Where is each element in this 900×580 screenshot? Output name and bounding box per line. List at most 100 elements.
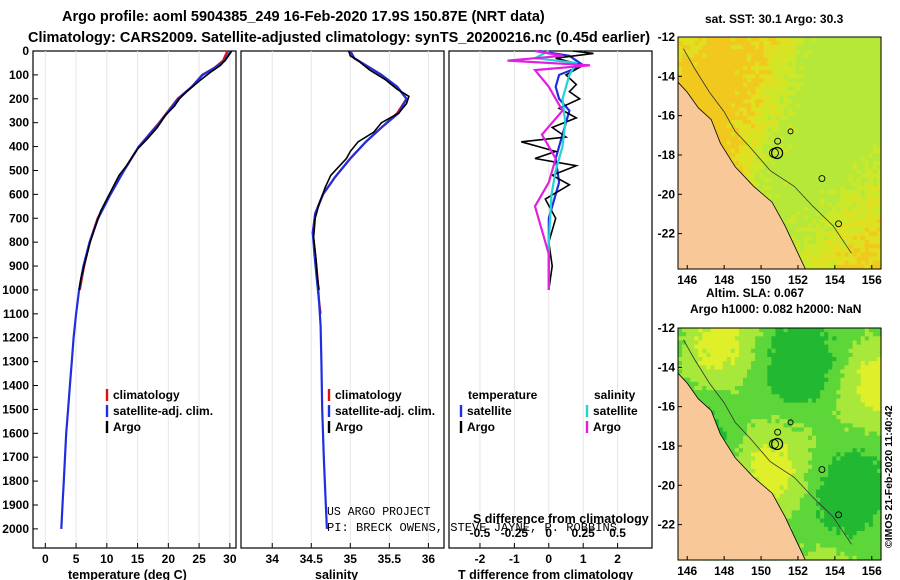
sst-map-cell	[795, 45, 801, 51]
sla-map-cell	[726, 373, 732, 379]
sla-map-cell	[876, 439, 882, 445]
sla-map-cell	[678, 357, 683, 362]
sst-map-cell	[730, 78, 736, 84]
sst-map-cell	[860, 252, 866, 258]
sst-map-cell	[824, 82, 829, 88]
sla-map-cell	[751, 381, 756, 387]
sst-map-cell	[791, 103, 797, 109]
sst-map-cell	[771, 82, 777, 88]
sst-map-cell	[816, 202, 821, 208]
sst-map-cell	[738, 78, 744, 84]
sst-map-cell	[698, 66, 703, 71]
sst-map-cell	[840, 215, 846, 220]
sla-map-cell	[783, 456, 789, 462]
sla-map-cell	[868, 365, 874, 371]
sst-map-cell	[832, 157, 837, 162]
sst-map-cell	[832, 177, 837, 183]
sst-map-cell	[856, 111, 862, 117]
sla-map-cell	[848, 402, 854, 408]
sst-map-cell	[852, 260, 858, 266]
sla-map-cell	[767, 357, 772, 362]
sla-map-cell	[763, 435, 768, 441]
sst-map-cell	[836, 45, 841, 51]
sst-map-cell	[807, 211, 813, 216]
sst-map-cell	[856, 78, 862, 84]
sst-map-cell	[759, 107, 764, 113]
sla-map-cell	[852, 332, 858, 337]
sst-map-cell	[811, 202, 817, 208]
sst-map-cell	[820, 41, 825, 46]
sla-map-cell	[807, 365, 813, 371]
sla-map-cell	[795, 340, 801, 346]
sst-map-cell	[799, 128, 805, 133]
sla-map-cell	[828, 348, 833, 354]
sla-map-cell	[783, 406, 789, 412]
sla-map-cell	[807, 452, 813, 458]
sla-map-cell	[747, 344, 752, 350]
sst-map-cell	[783, 132, 789, 138]
sla-map-cell	[852, 481, 858, 487]
sst-map-cell	[848, 99, 854, 104]
sst-map-cell	[767, 173, 772, 179]
sst-map-cell	[803, 61, 809, 67]
sst-map-cell	[860, 264, 866, 270]
sla-map-cell	[820, 402, 825, 408]
sla-map-cell	[759, 340, 764, 346]
sla-map-cell	[856, 477, 862, 482]
sla-map-cell	[852, 489, 858, 495]
sla-map-cell	[864, 344, 870, 350]
sla-map-cell	[722, 348, 728, 354]
sla-map-cell	[828, 415, 833, 420]
sst-map-cell	[824, 198, 829, 204]
sla-map-cell	[824, 365, 829, 371]
sst-map-cell	[755, 132, 760, 138]
sla-map-cell	[848, 489, 854, 495]
sla-map-cell	[755, 435, 760, 441]
title-line-2: Climatology: CARS2009. Satellite-adjuste…	[28, 30, 650, 46]
sst-map-cell	[742, 95, 748, 100]
sst-map-cell	[803, 206, 809, 212]
sla-map-cell	[779, 452, 785, 458]
sla-map-cell	[771, 473, 777, 478]
sst-map-cell	[836, 132, 841, 138]
sst-map-cell	[694, 74, 699, 80]
sst-map-cell	[856, 103, 862, 109]
sla-map-cell	[824, 369, 829, 375]
sla-map-cell	[816, 452, 821, 458]
sst-map-cell	[864, 95, 870, 100]
sla-map-cell	[779, 489, 785, 495]
sst-map-cell	[872, 161, 878, 167]
sst-map-cell	[795, 103, 801, 109]
sst-map-cell	[722, 86, 728, 92]
sla-map-cell	[860, 377, 866, 383]
sla-map-cell	[714, 419, 720, 424]
sla-map-cell	[726, 340, 732, 346]
sla-map-cell	[714, 340, 720, 346]
sst-map-cell	[771, 190, 777, 196]
sla-map-cell	[791, 448, 797, 453]
sla-map-cell	[787, 373, 793, 379]
sst-map-cell	[860, 136, 866, 142]
sla-map-cell	[828, 460, 833, 466]
sla-map-cell	[771, 402, 777, 408]
sla-map-cell	[795, 365, 801, 371]
sst-map-cell	[710, 57, 716, 63]
sst-map-cell	[811, 86, 817, 92]
x-tick-label: 2	[614, 552, 621, 566]
sla-map-cell	[807, 357, 813, 362]
sst-map-cell	[783, 111, 789, 117]
sst-map-cell	[816, 70, 821, 75]
sla-map-cell	[795, 460, 801, 466]
sst-map-cell	[852, 70, 858, 75]
sst-map-cell	[755, 157, 760, 162]
sla-map-cell	[763, 415, 768, 420]
sla-map-cell	[738, 406, 744, 412]
sst-map-cell	[872, 107, 878, 113]
sla-map-cell	[820, 419, 825, 424]
sla-map-cell	[771, 332, 777, 337]
sla-map-cell	[726, 386, 732, 391]
sst-map-cell	[771, 70, 777, 75]
sla-map-cell	[844, 481, 850, 487]
sst-map-cell	[856, 86, 862, 92]
sst-map-cell	[872, 61, 878, 67]
